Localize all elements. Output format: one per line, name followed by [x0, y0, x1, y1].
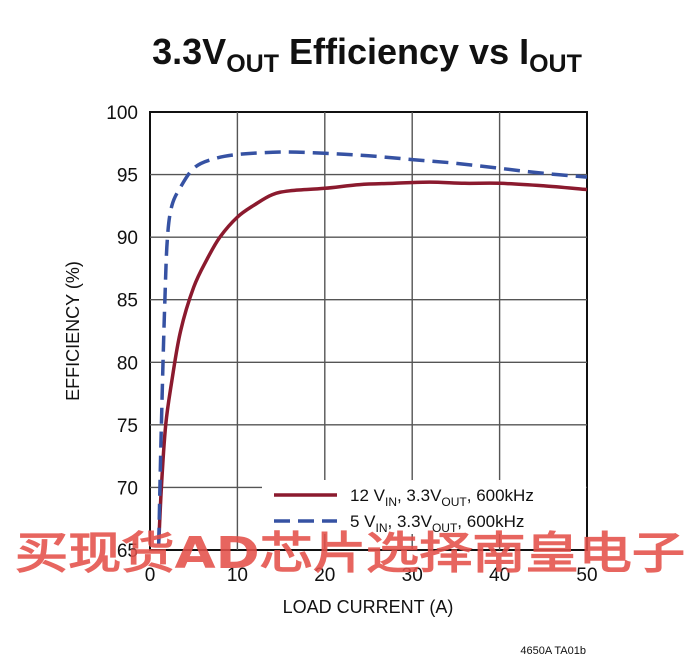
y-tick-label: 90 — [117, 228, 138, 249]
legend-label-5v: 5 VIN, 3.3VOUT, 600kHz — [350, 512, 524, 535]
y-tick-label: 65 — [117, 541, 138, 562]
y-tick-label: 95 — [117, 166, 138, 187]
x-tick-labels: 0 10 20 30 40 50 — [145, 565, 598, 586]
x-tick-label: 0 — [145, 565, 156, 586]
legend-5v-part3: , 3.3V — [388, 512, 433, 531]
series-lines — [156, 150, 588, 544]
y-tick-label: 100 — [106, 103, 138, 124]
legend-label-12v: 12 VIN, 3.3VOUT, 600kHz — [350, 486, 534, 509]
title-part-main-sub: OUT — [226, 50, 279, 78]
y-tick-label: 70 — [117, 478, 138, 499]
y-tick-label: 85 — [117, 291, 138, 312]
series-line-12v — [156, 180, 588, 544]
y-axis-label: EFFICIENCY (%) — [63, 261, 83, 401]
legend-5v-part1: 5 V — [350, 512, 376, 531]
legend-12v-part4: OUT — [441, 495, 467, 509]
x-tick-label: 50 — [576, 565, 597, 586]
x-tick-label: 20 — [314, 565, 335, 586]
y-tick-label: 80 — [117, 353, 138, 374]
series-line-5v — [156, 150, 588, 544]
chart-title: 3.3VOUT Efficiency vs IOUT — [152, 31, 582, 78]
legend-5v-part4: OUT — [432, 521, 458, 535]
legend-12v-part2: IN — [385, 495, 397, 509]
figure-id: 4650A TA01b — [520, 645, 586, 657]
title-part-end-sub: OUT — [529, 50, 582, 78]
x-tick-label: 30 — [402, 565, 423, 586]
y-tick-labels: 65 70 75 80 85 90 95 100 — [106, 103, 138, 562]
title-part-mid: Efficiency vs I — [279, 31, 529, 72]
legend-5v-part2: IN — [376, 521, 388, 535]
title-part-main: 3.3V — [152, 31, 226, 72]
y-tick-label: 75 — [117, 416, 138, 437]
x-axis-label: LOAD CURRENT (A) — [283, 597, 454, 617]
legend-background — [262, 480, 586, 534]
legend-12v-part5: , 600kHz — [467, 486, 534, 505]
x-tick-label: 10 — [227, 565, 248, 586]
legend-12v-part3: , 3.3V — [397, 486, 442, 505]
x-tick-label: 40 — [489, 565, 510, 586]
watermark-text: 买现货AD芯片选择南皇电子 — [15, 528, 685, 579]
legend: 12 VIN, 3.3VOUT, 600kHz 5 VIN, 3.3VOUT, … — [262, 480, 586, 535]
legend-5v-part5: , 600kHz — [457, 512, 524, 531]
legend-12v-part1: 12 V — [350, 486, 386, 505]
plot-frame — [149, 111, 588, 551]
